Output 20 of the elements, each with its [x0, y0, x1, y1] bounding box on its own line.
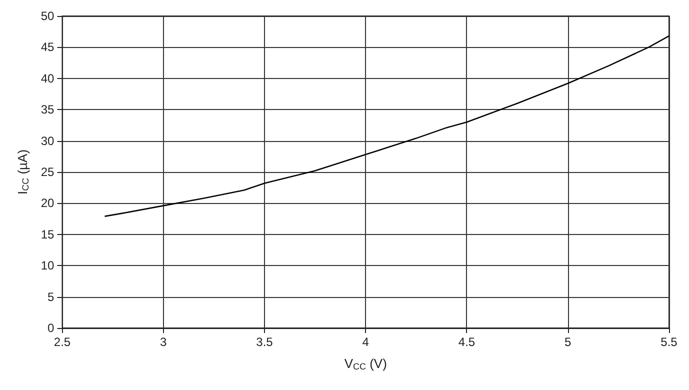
x-tick-label: 4 [362, 335, 370, 349]
y-tick-label: 40 [40, 71, 55, 86]
y-tick-label: 25 [40, 165, 55, 179]
line-series [104, 35, 670, 217]
y-tick-label: 10 [40, 258, 55, 273]
y-tick-label: 5 [48, 290, 55, 304]
x-tick-label: 5 [564, 335, 572, 349]
y-tick-label: 15 [40, 227, 55, 242]
y-tick-label: 0 [48, 321, 55, 335]
x-tick-label: 3.5 [256, 335, 274, 349]
x-tick-label: 3 [160, 335, 168, 349]
y-tick-label: 50 [40, 9, 55, 23]
y-axis-title: ICC (µA) [15, 149, 30, 195]
x-tick-label: 4.5 [458, 335, 476, 349]
x-tick-label: 2.5 [54, 335, 71, 349]
y-tick-label: 35 [40, 102, 55, 117]
y-tick-label: 30 [40, 134, 55, 148]
x-tick-label: 5.5 [660, 335, 678, 349]
y-tick-label: 45 [40, 40, 55, 54]
y-tick-label: 20 [40, 196, 55, 210]
